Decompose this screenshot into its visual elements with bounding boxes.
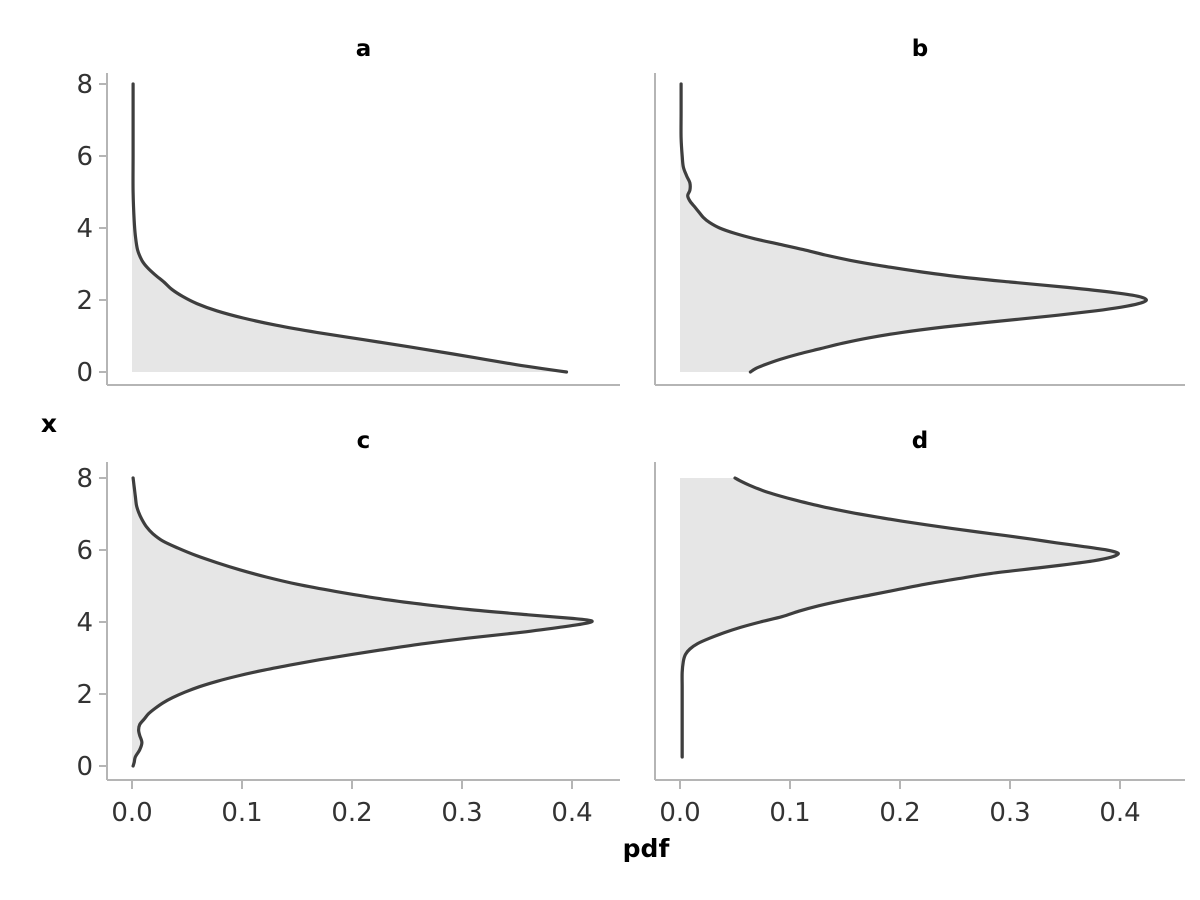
panel-a-title: a — [356, 36, 372, 62]
y-tick-label: 2 — [76, 680, 93, 710]
panels-group: 0 2 4 6 8 a b 0 2 4 6 8 0.0 0.1 0.2 0.3 0.4 c 0.0 0.1 0.2 0.3… — [76, 36, 1185, 828]
x-axis-title: pdf — [623, 834, 671, 863]
panel-a-curve — [131, 82, 569, 374]
y-tick-label: 4 — [76, 214, 93, 244]
panel-b-curve — [679, 82, 1149, 374]
panel-a: 0 2 4 6 8 a — [76, 36, 620, 388]
panel-b-area — [680, 84, 1147, 372]
x-tick-label: 0.0 — [659, 798, 700, 828]
y-tick-label: 4 — [76, 608, 93, 638]
y-tick-label: 0 — [76, 752, 93, 782]
panel-d: 0.0 0.1 0.2 0.3 0.4 d — [654, 428, 1185, 828]
x-tick-label: 0.3 — [989, 798, 1030, 828]
x-tick-label: 0.4 — [551, 798, 592, 828]
panel-a-area — [132, 84, 567, 372]
x-tick-label: 0.3 — [441, 798, 482, 828]
y-tick-label: 6 — [76, 536, 93, 566]
x-tick-label: 0.2 — [879, 798, 920, 828]
y-tick-label: 2 — [76, 286, 93, 316]
x-tick-label: 0.2 — [331, 798, 372, 828]
y-tick-label: 8 — [76, 464, 93, 494]
panel-c-curve — [131, 476, 594, 768]
panel-c: 0 2 4 6 8 0.0 0.1 0.2 0.3 0.4 c — [76, 428, 620, 828]
panel-c-title: c — [357, 428, 371, 454]
y-tick-label: 0 — [76, 358, 93, 388]
x-tick-label: 0.0 — [111, 798, 152, 828]
y-tick-label: 8 — [76, 70, 93, 100]
x-tick-label: 0.1 — [221, 798, 262, 828]
panel-d-area — [680, 478, 1119, 757]
panel-c-area — [132, 478, 593, 766]
x-tick-label: 0.4 — [1099, 798, 1140, 828]
panel-b: b — [654, 36, 1185, 386]
y-tick-label: 6 — [76, 142, 93, 172]
x-tick-label: 0.1 — [769, 798, 810, 828]
y-axis-title: x — [41, 409, 57, 438]
panel-d-title: d — [912, 428, 928, 454]
panel-b-title: b — [912, 36, 928, 62]
panel-d-curve — [680, 476, 1120, 759]
